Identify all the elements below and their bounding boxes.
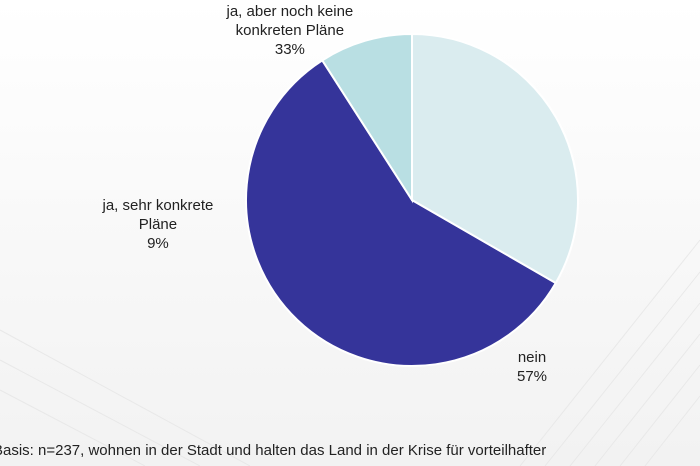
pie-slice-0 (245, 58, 558, 367)
slice-label-1: ja, sehr konkrete Pläne 9% (103, 196, 214, 253)
slice-label-0: nein 57% (517, 348, 547, 386)
slice-label-text: ja, aber noch keine (226, 3, 354, 20)
footnote: Basis: n=237, wohnen in der Stadt und ha… (0, 442, 547, 459)
pie-slice-2 (411, 32, 579, 285)
slice-value-label: 9% (147, 235, 169, 252)
slice-label-text: Pläne (138, 216, 178, 233)
slice-label-text: konkreten Pläne (235, 22, 345, 39)
slice-label-text: nein (517, 349, 547, 366)
slice-label-2: ja, aber noch keine konkreten Pläne 33% (227, 2, 354, 59)
slice-value-label: 57% (517, 368, 548, 385)
slice-label-text: ja, sehr konkrete (102, 197, 214, 214)
slice-value-label: 33% (274, 41, 305, 58)
pie-slice-1 (320, 32, 413, 204)
